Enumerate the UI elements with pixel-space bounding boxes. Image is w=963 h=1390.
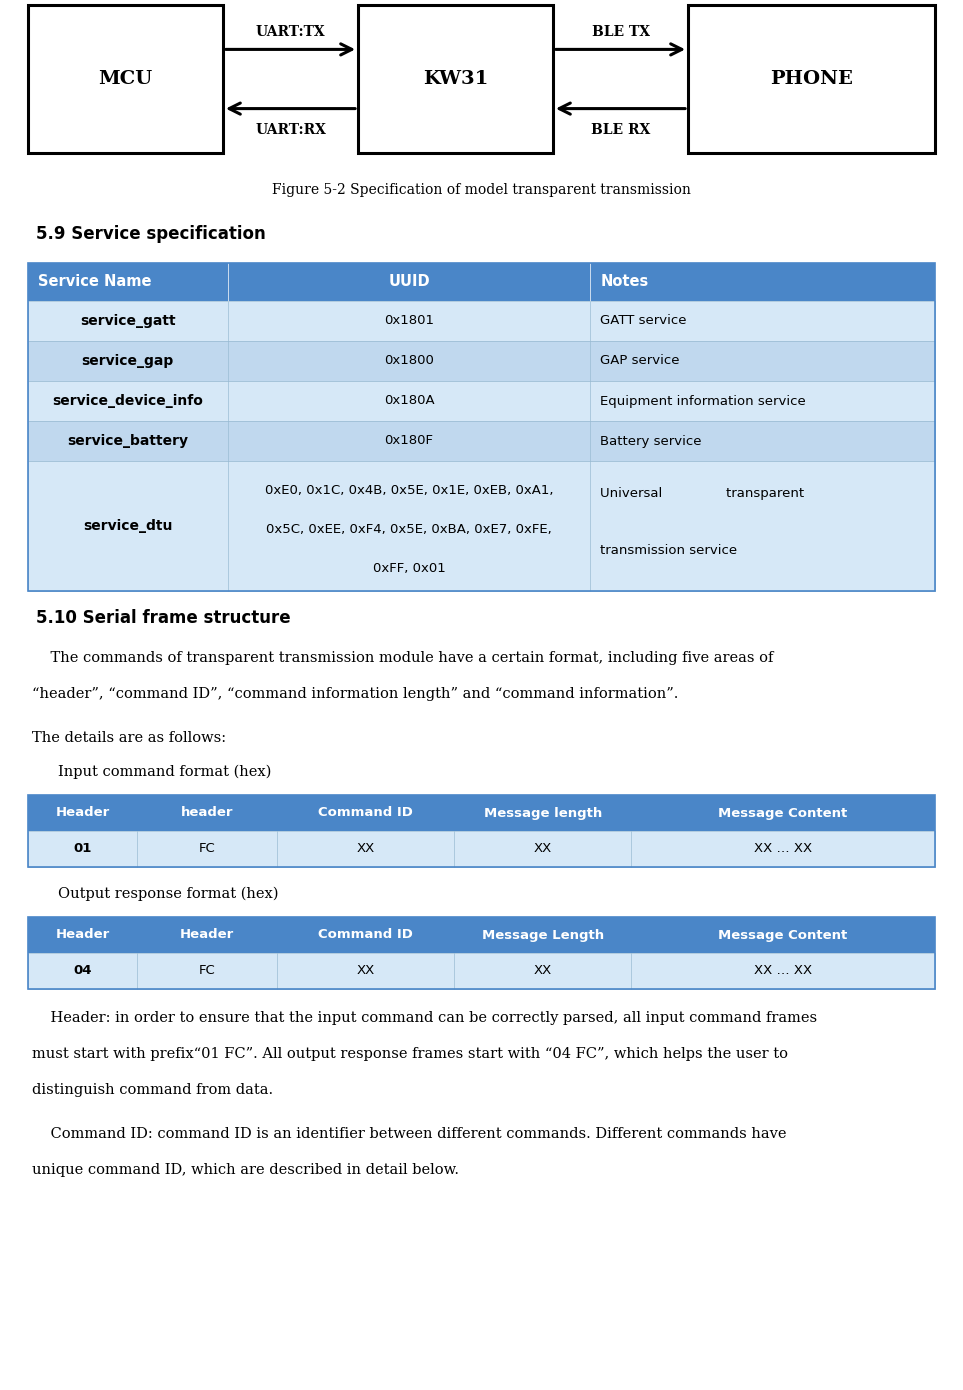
Bar <box>688 6 935 153</box>
Text: Command ID: Command ID <box>319 929 413 941</box>
Text: UART:RX: UART:RX <box>255 122 325 136</box>
Text: 0xE0, 0x1C, 0x4B, 0x5E, 0x1E, 0xEB, 0xA1,: 0xE0, 0x1C, 0x4B, 0x5E, 0x1E, 0xEB, 0xA1… <box>265 484 553 498</box>
Bar <box>28 341 935 381</box>
Text: XX: XX <box>356 965 375 977</box>
Text: XX: XX <box>534 965 552 977</box>
Text: XX: XX <box>534 842 552 855</box>
Bar <box>358 6 553 153</box>
Bar <box>28 421 935 461</box>
Text: Header: Header <box>55 929 110 941</box>
Text: Message Content: Message Content <box>718 806 847 820</box>
Bar <box>28 6 223 153</box>
Text: header: header <box>181 806 233 820</box>
Text: BLE TX: BLE TX <box>591 25 649 39</box>
Text: Input command format (hex): Input command format (hex) <box>58 765 272 780</box>
Text: Message Content: Message Content <box>718 929 847 941</box>
Text: 0xFF, 0x01: 0xFF, 0x01 <box>373 563 445 575</box>
Text: 5.10 Serial frame structure: 5.10 Serial frame structure <box>36 609 291 627</box>
Bar <box>28 263 935 302</box>
Text: 0x1800: 0x1800 <box>384 354 434 367</box>
Text: Command ID: command ID is an identifier between different commands. Different co: Command ID: command ID is an identifier … <box>32 1127 787 1141</box>
Text: transmission service: transmission service <box>600 545 738 557</box>
Text: 0x180F: 0x180F <box>384 435 433 448</box>
Text: “header”, “command ID”, “command information length” and “command information”.: “header”, “command ID”, “command informa… <box>32 687 678 701</box>
Text: XX … XX: XX … XX <box>754 965 812 977</box>
Text: MCU: MCU <box>98 70 152 88</box>
Text: must start with prefix“01 FC”. All output response frames start with “04 FC”, wh: must start with prefix“01 FC”. All outpu… <box>32 1047 788 1061</box>
Bar <box>28 795 935 867</box>
Bar <box>28 831 935 867</box>
Text: XX … XX: XX … XX <box>754 842 812 855</box>
Text: unique command ID, which are described in detail below.: unique command ID, which are described i… <box>32 1163 459 1177</box>
Text: 04: 04 <box>73 965 91 977</box>
Text: KW31: KW31 <box>423 70 488 88</box>
Text: The commands of transparent transmission module have a certain format, including: The commands of transparent transmission… <box>32 651 773 664</box>
Text: The details are as follows:: The details are as follows: <box>32 731 226 745</box>
Bar <box>28 263 935 591</box>
Text: 5.9 Service specification: 5.9 Service specification <box>36 225 266 243</box>
Bar <box>28 917 935 990</box>
Bar <box>28 302 935 341</box>
Text: Notes: Notes <box>600 274 649 289</box>
Text: Header: Header <box>55 806 110 820</box>
Bar <box>28 461 935 591</box>
Text: distinguish command from data.: distinguish command from data. <box>32 1083 273 1097</box>
Text: Equipment information service: Equipment information service <box>600 395 806 407</box>
Text: Message length: Message length <box>483 806 602 820</box>
Text: service_battery: service_battery <box>67 434 189 448</box>
Text: XX: XX <box>356 842 375 855</box>
Text: Output response format (hex): Output response format (hex) <box>58 887 278 901</box>
Text: service_device_info: service_device_info <box>52 393 203 409</box>
Text: GATT service: GATT service <box>600 314 687 328</box>
Text: Battery service: Battery service <box>600 435 702 448</box>
Bar <box>28 381 935 421</box>
Text: 0x5C, 0xEE, 0xF4, 0x5E, 0xBA, 0xE7, 0xFE,: 0x5C, 0xEE, 0xF4, 0x5E, 0xBA, 0xE7, 0xFE… <box>266 524 552 537</box>
Text: GAP service: GAP service <box>600 354 680 367</box>
Bar <box>28 954 935 990</box>
Text: 0x180A: 0x180A <box>383 395 434 407</box>
Text: BLE RX: BLE RX <box>591 122 650 136</box>
Text: service_dtu: service_dtu <box>83 518 172 532</box>
Text: Header: in order to ensure that the input command can be correctly parsed, all i: Header: in order to ensure that the inpu… <box>32 1011 818 1024</box>
Text: FC: FC <box>198 842 216 855</box>
Text: PHONE: PHONE <box>770 70 853 88</box>
Text: UART:TX: UART:TX <box>256 25 325 39</box>
Text: service_gap: service_gap <box>82 354 174 368</box>
Text: 0x1801: 0x1801 <box>384 314 434 328</box>
Text: service_gatt: service_gatt <box>80 314 175 328</box>
Text: Command ID: Command ID <box>319 806 413 820</box>
Text: 01: 01 <box>73 842 91 855</box>
Text: Service Name: Service Name <box>38 274 151 289</box>
Bar <box>28 795 935 831</box>
Text: Universal               transparent: Universal transparent <box>600 486 804 500</box>
Text: UUID: UUID <box>388 274 429 289</box>
Text: Header: Header <box>180 929 234 941</box>
Text: Figure 5-2 Specification of model transparent transmission: Figure 5-2 Specification of model transp… <box>273 183 690 197</box>
Text: FC: FC <box>198 965 216 977</box>
Bar <box>28 917 935 954</box>
Text: Message Length: Message Length <box>482 929 604 941</box>
